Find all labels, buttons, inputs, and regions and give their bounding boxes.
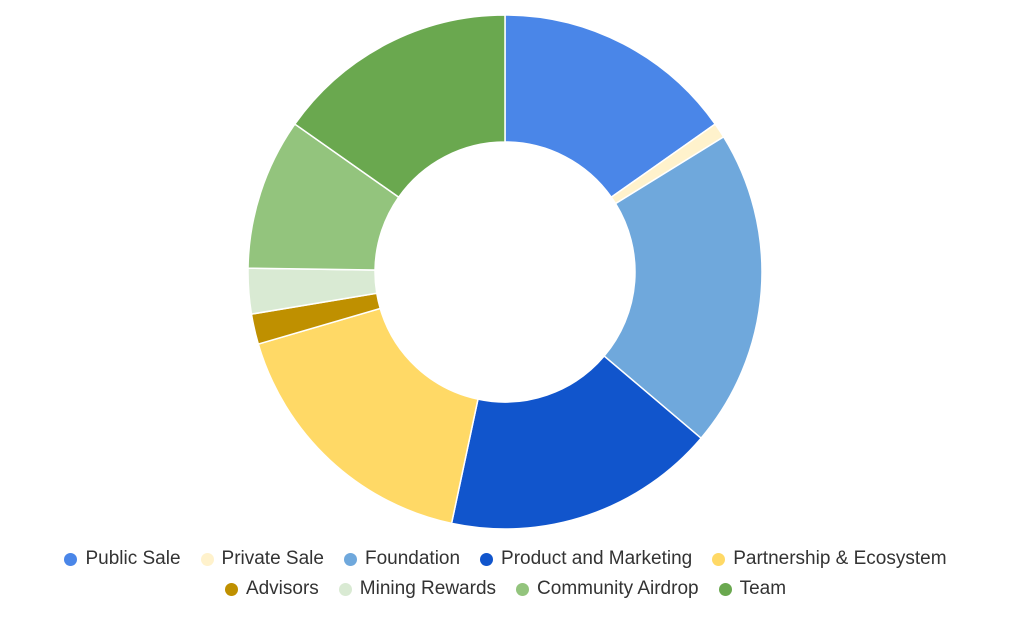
legend-item-public-sale[interactable]: Public Sale: [64, 548, 181, 570]
legend-dot-product-marketing: [480, 552, 494, 566]
legend-item-private-sale[interactable]: Private Sale: [200, 548, 324, 570]
legend-label-team: Team: [739, 578, 787, 599]
legend-label-partnership-ecosystem: Partnership & Ecosystem: [733, 548, 947, 569]
legend-item-team[interactable]: Team: [718, 578, 787, 600]
slice-public-sale[interactable]: [504, 14, 717, 199]
legend-label-product-marketing: Product and Marketing: [501, 548, 693, 569]
legend-dot-private-sale: [200, 552, 214, 566]
legend-item-product-marketing[interactable]: Product and Marketing: [480, 548, 692, 570]
slice-foundation[interactable]: [603, 135, 763, 440]
legend-item-foundation[interactable]: Foundation: [343, 548, 461, 570]
legend-dot-community-airdrop: [516, 582, 530, 596]
legend-item-mining-rewards[interactable]: Mining Rewards: [338, 578, 497, 600]
legend-item-partnership-ecosystem[interactable]: Partnership & Ecosystem: [712, 548, 947, 570]
legend-item-community-airdrop[interactable]: Community Airdrop: [516, 578, 699, 600]
legend-label-mining-rewards: Mining Rewards: [359, 578, 497, 599]
legend-label-public-sale: Public Sale: [85, 548, 181, 569]
donut-slices: [247, 14, 763, 530]
legend-dot-team: [718, 582, 732, 596]
legend-dot-public-sale: [64, 552, 78, 566]
legend-dot-mining-rewards: [338, 582, 352, 596]
legend-label-advisors: Advisors: [245, 578, 319, 599]
slice-team[interactable]: [293, 14, 506, 199]
legend-row-1: Public Sale Private Sale Foundation Prod…: [64, 548, 947, 570]
legend-item-advisors[interactable]: Advisors: [224, 578, 319, 600]
legend-dot-advisors: [224, 582, 238, 596]
legend-label-foundation: Foundation: [364, 548, 461, 569]
legend-label-private-sale: Private Sale: [221, 548, 324, 569]
legend-dot-foundation: [343, 552, 357, 566]
donut-chart: [247, 14, 763, 530]
legend: Public Sale Private Sale Foundation Prod…: [0, 548, 1011, 600]
legend-label-community-airdrop: Community Airdrop: [537, 578, 699, 599]
slice-partnership-ecosystem[interactable]: [257, 307, 479, 525]
slice-product-and-marketing[interactable]: [450, 355, 703, 530]
legend-row-2: Advisors Mining Rewards Community Airdro…: [224, 578, 787, 600]
legend-dot-partnership-ecosystem: [712, 552, 726, 566]
